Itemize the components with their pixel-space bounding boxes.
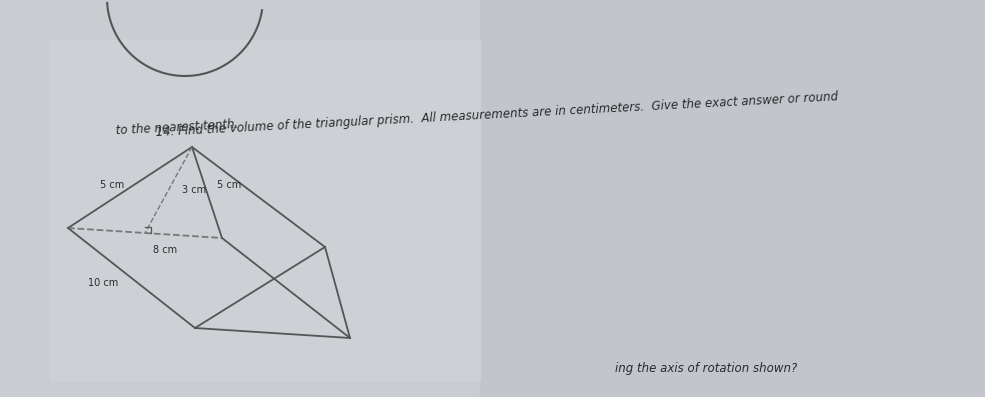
Text: 3 cm: 3 cm [182, 185, 207, 195]
Bar [50, 40, 480, 380]
Text: 10 cm: 10 cm [89, 278, 118, 288]
Text: 5 cm: 5 cm [99, 179, 124, 189]
Bar [480, 0, 985, 397]
Text: 8 cm: 8 cm [153, 245, 177, 255]
Text: 14. Find the volume of the triangular prism.  All measurements are in centimeter: 14. Find the volume of the triangular pr… [155, 90, 838, 139]
Text: ing the axis of rotation shown?: ing the axis of rotation shown? [615, 362, 797, 375]
Text: to the nearest tenth.: to the nearest tenth. [100, 118, 238, 138]
Text: 5 cm: 5 cm [217, 179, 241, 189]
